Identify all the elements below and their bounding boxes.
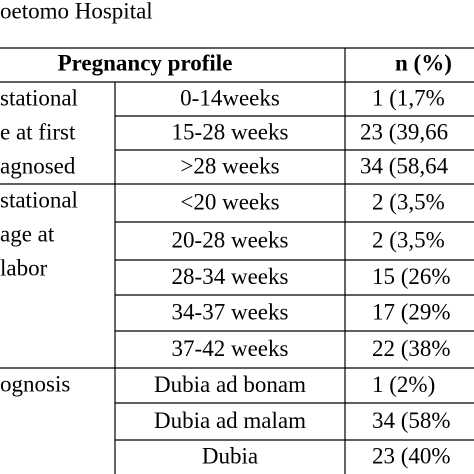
profile-cell: <20 weeks	[180, 189, 279, 214]
profile-cell: 15-28 weeks	[172, 119, 289, 144]
n-cell: 17 (29%	[372, 299, 451, 324]
profile-cell: Dubia ad bonam	[154, 372, 306, 397]
n-cell: 22 (38%	[372, 336, 451, 361]
n-cell: 34 (58%	[372, 408, 451, 433]
group-label: ognosis	[0, 371, 70, 396]
n-cell: 2 (3,5%	[372, 189, 445, 214]
header-n: n (%)	[395, 50, 452, 75]
n-cell: 15 (26%	[372, 264, 451, 289]
group-label: e at first	[0, 119, 76, 144]
group-label: stational	[0, 85, 78, 110]
n-cell: 23 (40%	[372, 443, 451, 468]
profile-cell: Dubia ad malam	[154, 408, 306, 433]
group-label: agnosed	[0, 153, 76, 178]
header-profile: Pregnancy profile	[58, 50, 233, 75]
n-cell: 1 (1,7%	[372, 85, 445, 110]
profile-cell: 37-42 weeks	[172, 336, 289, 361]
profile-cell: >28 weeks	[180, 153, 279, 178]
title: oetomo Hospital	[0, 0, 153, 23]
n-cell: 23 (39,66	[360, 119, 448, 144]
profile-cell: Dubia	[202, 443, 258, 468]
n-cell: 2 (3,5%	[372, 227, 445, 252]
profile-cell: 0-14weeks	[180, 85, 280, 110]
n-cell: 34 (58,64	[360, 153, 449, 178]
group-label: stational	[0, 187, 78, 212]
n-cell: 1 (2%)	[372, 372, 435, 397]
group-label: age at	[0, 221, 55, 246]
profile-cell: 34-37 weeks	[172, 299, 289, 324]
profile-cell: 28-34 weeks	[172, 264, 289, 289]
group-label: labor	[0, 255, 48, 280]
profile-cell: 20-28 weeks	[172, 227, 289, 252]
